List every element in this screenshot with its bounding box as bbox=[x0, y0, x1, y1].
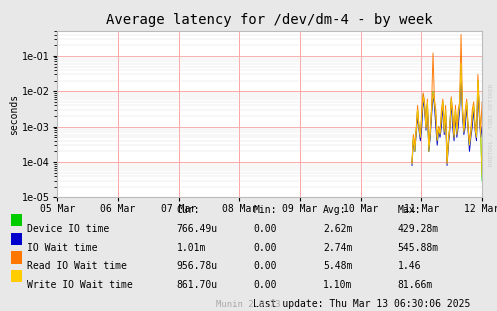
Text: 0.00: 0.00 bbox=[253, 243, 277, 253]
Text: Cur:: Cur: bbox=[176, 205, 200, 215]
Text: 861.70u: 861.70u bbox=[176, 280, 218, 290]
Text: 1.01m: 1.01m bbox=[176, 243, 206, 253]
Text: 766.49u: 766.49u bbox=[176, 224, 218, 234]
Text: RRDTOOL / TOBI OETIKER: RRDTOOL / TOBI OETIKER bbox=[489, 83, 494, 166]
Text: Min:: Min: bbox=[253, 205, 277, 215]
Text: Last update: Thu Mar 13 06:30:06 2025: Last update: Thu Mar 13 06:30:06 2025 bbox=[253, 299, 471, 309]
Text: Munin 2.0.73: Munin 2.0.73 bbox=[216, 300, 281, 309]
Text: Read IO Wait time: Read IO Wait time bbox=[27, 261, 127, 271]
Text: 2.62m: 2.62m bbox=[323, 224, 352, 234]
Text: IO Wait time: IO Wait time bbox=[27, 243, 97, 253]
Text: Device IO time: Device IO time bbox=[27, 224, 109, 234]
Text: 0.00: 0.00 bbox=[253, 280, 277, 290]
Text: 545.88m: 545.88m bbox=[398, 243, 439, 253]
Text: 5.48m: 5.48m bbox=[323, 261, 352, 271]
Text: 81.66m: 81.66m bbox=[398, 280, 433, 290]
Text: 0.00: 0.00 bbox=[253, 261, 277, 271]
Text: 0.00: 0.00 bbox=[253, 224, 277, 234]
Text: 429.28m: 429.28m bbox=[398, 224, 439, 234]
Text: Max:: Max: bbox=[398, 205, 421, 215]
Y-axis label: seconds: seconds bbox=[9, 94, 19, 135]
Text: Write IO Wait time: Write IO Wait time bbox=[27, 280, 133, 290]
Text: 2.74m: 2.74m bbox=[323, 243, 352, 253]
Text: 956.78u: 956.78u bbox=[176, 261, 218, 271]
Text: 1.10m: 1.10m bbox=[323, 280, 352, 290]
Text: 1.46: 1.46 bbox=[398, 261, 421, 271]
Text: Avg:: Avg: bbox=[323, 205, 346, 215]
Title: Average latency for /dev/dm-4 - by week: Average latency for /dev/dm-4 - by week bbox=[106, 13, 433, 27]
